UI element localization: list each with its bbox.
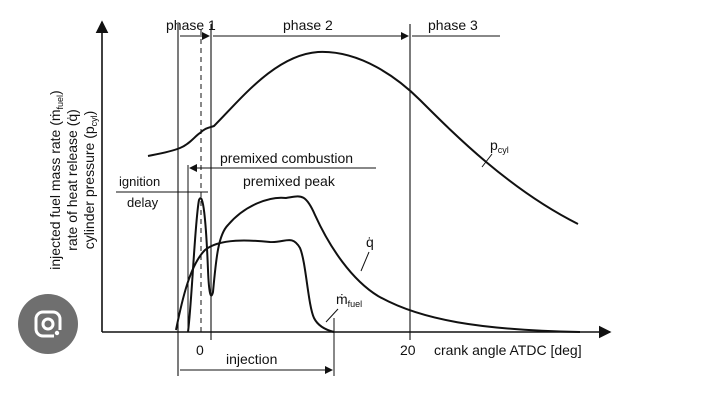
q-curve-label: q̇ bbox=[366, 234, 374, 250]
delay-label: delay bbox=[127, 195, 159, 210]
phase1-label: phase 1 bbox=[166, 17, 216, 33]
y-label-line1: injected fuel mass rate (ṁfuel) bbox=[47, 90, 65, 269]
pcyl-curve-label: pcyl bbox=[490, 137, 509, 155]
x-axis-label: crank angle ATDC [deg] bbox=[434, 342, 582, 358]
pcyl-curve bbox=[147, 50, 579, 225]
phase2-label: phase 2 bbox=[283, 17, 333, 33]
premixed-peak-label: premixed peak bbox=[243, 173, 336, 189]
mfuel-leader bbox=[325, 308, 339, 323]
y-label-line2: rate of heat release (q̇) bbox=[64, 109, 80, 251]
premixed-combustion-label: premixed combustion bbox=[220, 150, 353, 166]
x-tick-0: 0 bbox=[196, 342, 204, 358]
fuel-rate-curve bbox=[175, 239, 335, 333]
x-tick-20: 20 bbox=[400, 342, 416, 358]
mfuel-curve-label: ṁfuel bbox=[336, 291, 362, 309]
ignition-label: ignition bbox=[119, 174, 160, 189]
q-leader bbox=[360, 251, 370, 272]
heat-release-curve bbox=[187, 195, 581, 333]
phase3-label: phase 3 bbox=[428, 17, 478, 33]
injection-label: injection bbox=[226, 351, 277, 367]
google-lens-badge[interactable] bbox=[18, 294, 78, 354]
y-label-line3: cylinder pressure (pcyl) bbox=[81, 111, 99, 250]
pcyl-leader bbox=[481, 153, 493, 168]
google-lens-icon bbox=[34, 310, 62, 338]
